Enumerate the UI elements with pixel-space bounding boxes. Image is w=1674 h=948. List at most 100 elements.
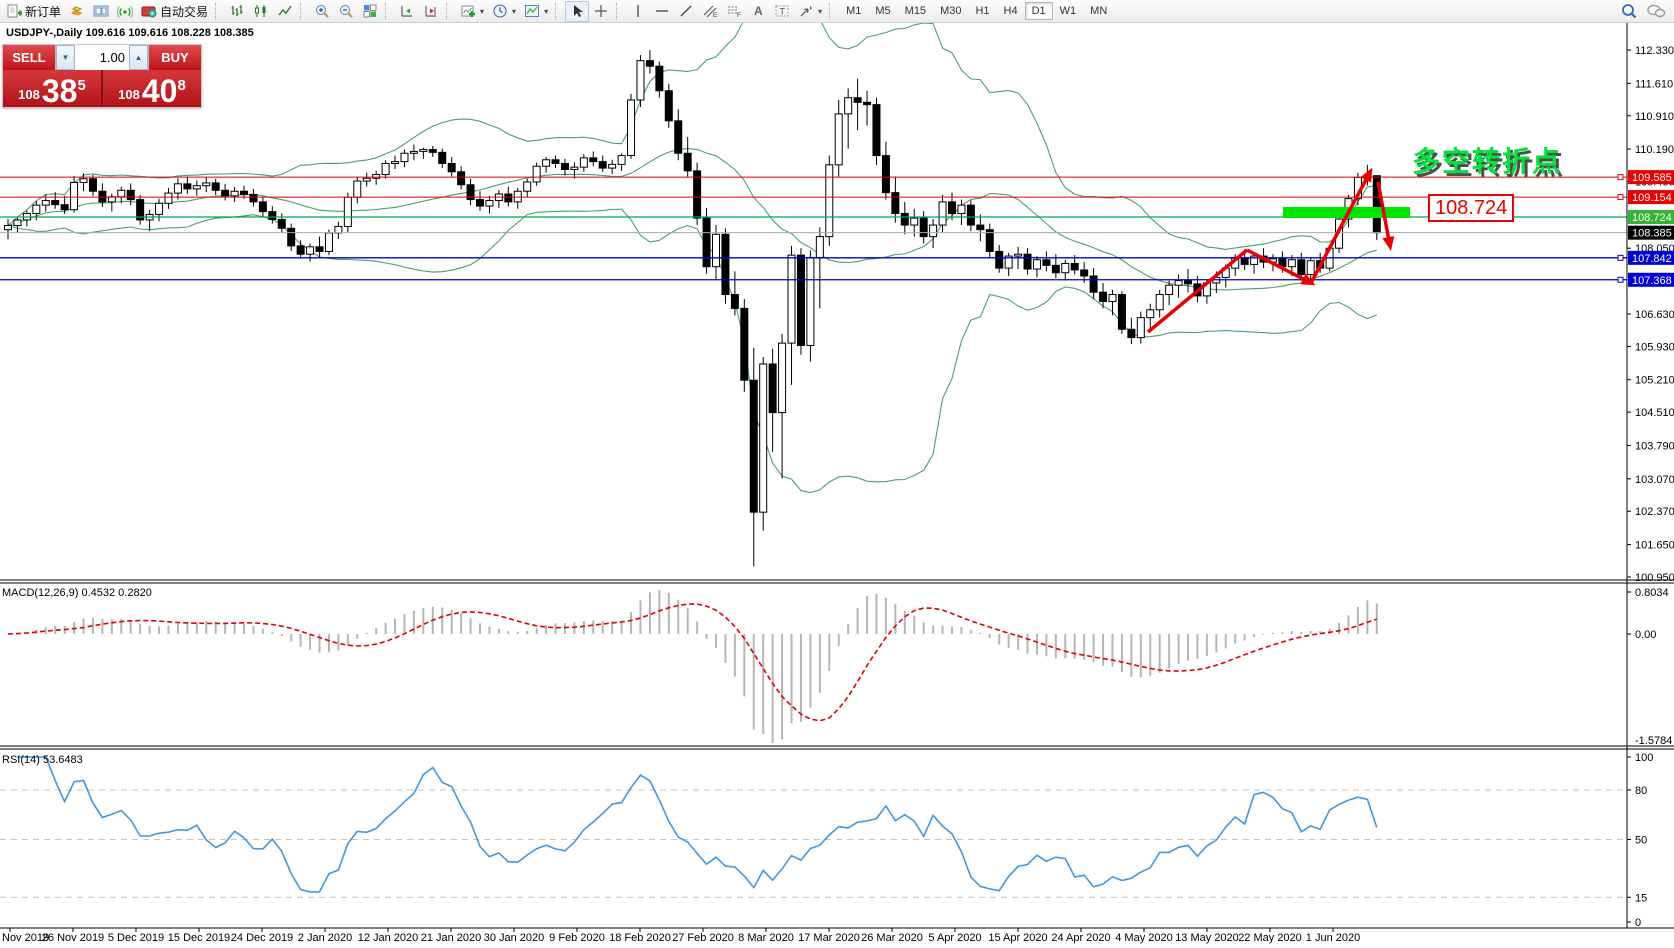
arrows-icon <box>800 6 813 17</box>
auto-scroll-button[interactable] <box>395 1 419 22</box>
bar-chart-icon <box>231 5 243 16</box>
buy-button[interactable]: BUY <box>149 45 201 70</box>
toolbar-grip <box>385 3 391 19</box>
timeframe-m1[interactable]: M1 <box>846 5 862 17</box>
profiles-button[interactable] <box>89 1 113 22</box>
svg-text:105.210: 105.210 <box>1635 375 1674 387</box>
indicators-icon <box>461 5 476 17</box>
sell-price-sup: 5 <box>77 77 86 94</box>
buy-price[interactable]: 108 40 8 <box>103 70 201 107</box>
cursor-icon <box>574 5 584 17</box>
bar-chart-button[interactable] <box>225 1 249 22</box>
buy-price-big: 40 <box>141 73 178 109</box>
timeframe-m30[interactable]: M30 <box>940 5 962 17</box>
crosshair-button[interactable] <box>589 1 613 22</box>
timeframe-m15[interactable]: M15 <box>904 5 927 17</box>
buy-price-sup: 8 <box>177 77 186 94</box>
volume-spinner: ▼ 1.00 ▲ <box>55 45 149 70</box>
text-button[interactable]: A <box>746 1 770 22</box>
timeframe-mn[interactable]: MN <box>1090 5 1108 17</box>
svg-text:0.00: 0.00 <box>1635 629 1656 641</box>
chart-shift-button[interactable] <box>419 1 443 22</box>
equidistant-channel-icon: E <box>703 5 717 19</box>
trendline-button[interactable] <box>674 1 698 22</box>
timeframe-m5[interactable]: M5 <box>875 5 891 17</box>
toolbar-grip <box>829 3 835 19</box>
dropdown-caret-icon: ▾ <box>818 6 823 16</box>
new-order-label: 新订单 <box>25 4 62 19</box>
toolbar-grip <box>215 3 221 19</box>
zoom-in-button[interactable] <box>310 1 334 22</box>
cursor-button[interactable] <box>565 0 590 22</box>
svg-text:1 Jun 2020: 1 Jun 2020 <box>1306 932 1360 944</box>
svg-text:26 Nov 2019: 26 Nov 2019 <box>42 932 104 944</box>
svg-text:106.630: 106.630 <box>1635 309 1674 321</box>
autotrade-button[interactable]: 自动交易 <box>137 1 212 22</box>
search-icon[interactable] <box>1620 2 1638 20</box>
autotrade-label: 自动交易 <box>160 4 209 19</box>
new-order-button[interactable]: 新订单 <box>2 1 65 22</box>
auto-scroll-icon <box>401 6 413 17</box>
turning-point-annotation[interactable]: 多空转折点 <box>1412 146 1563 177</box>
sell-button[interactable]: SELL <box>3 45 55 70</box>
zoom-out-button[interactable] <box>334 1 358 22</box>
timeframe-w1[interactable]: W1 <box>1059 5 1077 17</box>
equidistant-channel-button[interactable]: E <box>698 1 722 22</box>
dropdown-caret-icon: ▾ <box>512 6 517 16</box>
periods-button[interactable]: ▾ <box>488 1 520 22</box>
volume-input[interactable]: 1.00 <box>75 45 129 70</box>
candlestick-chart-button[interactable] <box>249 1 273 22</box>
gold-button[interactable] <box>65 1 89 22</box>
svg-text:F: F <box>737 13 741 19</box>
dropdown-caret-icon: ▾ <box>544 6 549 16</box>
svg-text:15 Dec 2019: 15 Dec 2019 <box>168 932 230 944</box>
toolbar-grip <box>300 3 306 19</box>
horizontal-line-button[interactable] <box>650 1 674 22</box>
svg-text:30 Jan 2020: 30 Jan 2020 <box>484 932 545 944</box>
svg-text:50: 50 <box>1635 835 1647 847</box>
timeframe-h4[interactable]: H4 <box>1003 5 1018 17</box>
vertical-line-icon <box>637 5 639 17</box>
svg-text:103.070: 103.070 <box>1635 474 1674 486</box>
fibonacci-button[interactable]: F <box>722 1 746 22</box>
svg-text:E: E <box>713 13 717 19</box>
svg-text:12 Jan 2020: 12 Jan 2020 <box>358 932 419 944</box>
chat-icon[interactable] <box>1646 2 1666 20</box>
tile-windows-button[interactable] <box>358 1 382 22</box>
sell-price-big: 38 <box>41 73 78 109</box>
svg-text:107.368: 107.368 <box>1632 275 1672 287</box>
trendline-icon <box>680 5 692 17</box>
templates-icon <box>525 5 540 17</box>
main-toolbar: 新订单 自动交易 ▾ ▾ ▾ E F A T ▾ M1 M5 M15 M30 H… <box>0 0 1674 23</box>
arrows-button[interactable]: ▾ <box>794 1 826 22</box>
candlestick-chart-icon <box>255 5 266 17</box>
line-chart-button[interactable] <box>273 1 297 22</box>
volume-up-button[interactable]: ▲ <box>129 45 148 70</box>
svg-text:110.190: 110.190 <box>1635 144 1674 156</box>
periods-clock-icon <box>493 4 507 18</box>
volume-down-button[interactable]: ▼ <box>56 45 75 70</box>
timeframe-h1[interactable]: H1 <box>975 5 990 17</box>
fibonacci-icon: F <box>728 6 741 19</box>
svg-text:2 Jan 2020: 2 Jan 2020 <box>298 932 352 944</box>
chart-symbol-title: USDJPY-,Daily 109.616 109.616 108.228 10… <box>6 27 254 39</box>
svg-text:MACD(12,26,9) 0.4532 0.2820: MACD(12,26,9) 0.4532 0.2820 <box>2 587 152 599</box>
svg-text:109.585: 109.585 <box>1632 172 1672 184</box>
sell-price[interactable]: 108 38 5 <box>3 70 103 107</box>
vertical-line-button[interactable] <box>626 1 650 22</box>
svg-text:0: 0 <box>1635 917 1641 929</box>
signal-button[interactable] <box>113 1 137 22</box>
svg-text:27 Feb 2020: 27 Feb 2020 <box>672 932 734 944</box>
templates-button[interactable]: ▾ <box>520 1 552 22</box>
buy-price-prefix: 108 <box>118 87 140 102</box>
text-label-button[interactable]: T <box>770 1 794 22</box>
price-callout-label[interactable]: 108.724 <box>1428 194 1515 222</box>
svg-text:22 May 2020: 22 May 2020 <box>1238 932 1302 944</box>
toolbar-grip <box>446 3 452 19</box>
svg-text:0.8034: 0.8034 <box>1635 587 1669 599</box>
profiles-icon <box>93 5 109 17</box>
timeframe-d1[interactable]: D1 <box>1024 2 1053 20</box>
indicators-button[interactable]: ▾ <box>456 1 488 22</box>
svg-text:100: 100 <box>1635 752 1653 764</box>
